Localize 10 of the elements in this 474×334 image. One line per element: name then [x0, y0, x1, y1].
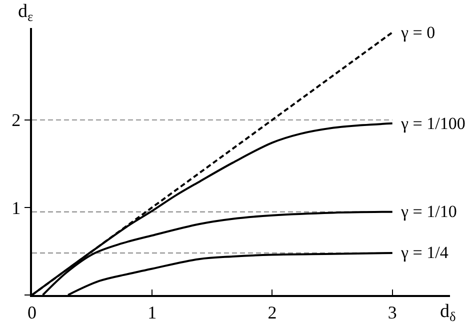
- x-axis-title: d$_{δ}$: [440, 301, 456, 324]
- x-tick-label: 0: [28, 302, 36, 322]
- series-label: γ = 1/4: [400, 243, 449, 262]
- series-label: γ = 0: [400, 23, 436, 42]
- y-axis-title: d$_{ε}$: [18, 1, 34, 24]
- series-label: γ = 1/100: [400, 114, 466, 133]
- x-tick-label: 2: [268, 302, 277, 322]
- series-label: γ = 1/10: [400, 202, 457, 221]
- x-tick-label: 3: [388, 302, 397, 322]
- x-tick-label: 1: [148, 302, 157, 322]
